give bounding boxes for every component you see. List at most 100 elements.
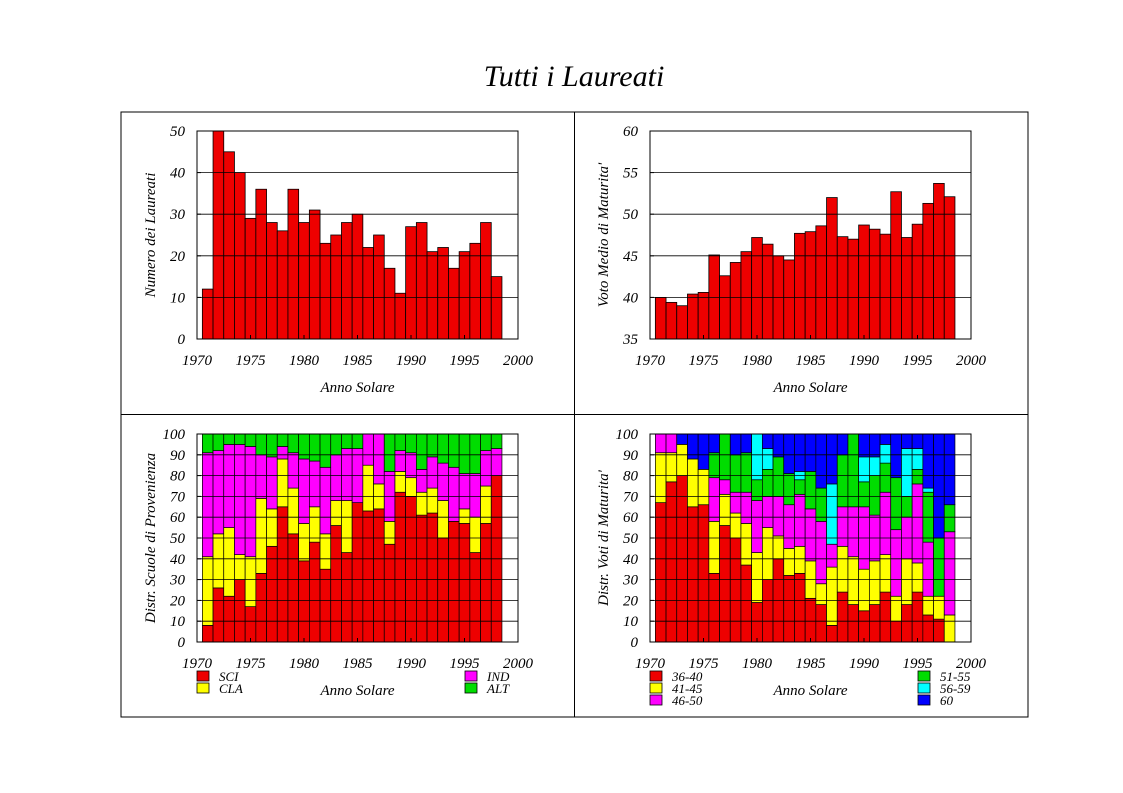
bar-segment-SCI-1981 [309,541,321,643]
chart-voti-maturita: 0 10 20 30 40 50 60 70 80 90 100 1970 1975 1980 1985 19… [596,427,987,708]
ytick-label-60: 60 [623,510,639,526]
bar-segment-46-50-1983 [783,504,795,549]
legend-swatch-36-40 [649,670,663,682]
bar-1981 [761,243,774,340]
ytick-label-50: 50 [623,207,639,223]
bar-1975 [697,292,710,340]
bar-segment-36-40-1979 [740,564,753,643]
bar-segment-41-45-1998 [943,614,956,643]
xtick-label-1995: 1995 [450,353,481,369]
bar-segment-CLA-1974 [234,554,246,580]
bar-segment-CLA-1984 [341,500,353,553]
bar-segment-ALT-1977 [266,433,278,458]
bar-segment-60-1987 [826,433,838,485]
bar-1995 [911,223,924,340]
xtick-label-1985: 1985 [796,353,827,369]
bar-segment-IND-1984 [341,448,353,501]
xtick-label-1990: 1990 [849,656,880,672]
bar-segment-36-40-1990 [858,610,870,643]
xtick-label-1995: 1995 [450,656,481,672]
bar-segment-56-59-1996 [922,487,934,493]
xtick-label-1985: 1985 [343,353,374,369]
bar-1980 [751,237,763,340]
legend-swatch-51-55 [917,670,931,682]
bar-segment-ALT-1971 [202,433,214,454]
ytick-label-20: 20 [170,249,186,265]
bar-segment-51-55-1993 [890,477,902,531]
bar-segment-CLA-1982 [319,533,332,570]
xtick-label-1980: 1980 [289,656,320,672]
bar-segment-SCI-1984 [341,552,353,643]
ytick-label-0: 0 [178,635,186,651]
ytick-label-50: 50 [170,124,186,140]
ytick-label-100: 100 [616,427,639,443]
bar-segment-46-50-1988 [836,506,849,547]
bar-segment-IND-1981 [309,460,321,508]
ytick-label-40: 40 [170,552,186,568]
bar-segment-46-50-1989 [847,506,860,558]
bar-segment-41-45-1983 [783,548,795,576]
xtick-label-1990: 1990 [849,353,880,369]
bar-segment-56-59-1990 [858,456,870,483]
bar-segment-SCI-1979 [287,533,300,643]
bar-segment-41-45-1976 [708,521,720,574]
bar-segment-51-55-1983 [783,473,795,506]
bar-segment-CLA-1993 [437,500,449,539]
bar-segment-ALT-1973 [223,433,235,445]
ytick-label-10: 10 [170,290,186,306]
ytick-label-70: 70 [623,489,639,505]
bar-segment-SCI-1974 [234,579,246,643]
bar-segment-46-50-1982 [772,496,785,537]
bar-segment-ALT-1989 [394,433,407,451]
bar-segment-CLA-1997 [480,485,492,524]
bar-segment-60-1994 [901,433,913,449]
chart-laureati: 0 10 20 30 40 50 1970 1975 1980 1985 1990 1995 2000 A… [143,124,534,396]
bar-segment-41-45-1995 [911,562,924,593]
bar-segment-60-1991 [868,433,881,458]
bar-1996 [922,202,934,340]
ytick-label-30: 30 [169,573,186,589]
bar-segment-SCI-1972 [212,587,225,643]
bar-segment-ALT-1972 [212,433,225,451]
bar-segment-41-45-1996 [922,595,934,616]
ytick-label-0: 0 [631,635,639,651]
bar-segment-IND-1998 [490,448,503,476]
bar-segment-CLA-1986 [362,464,374,512]
bar-segment-41-45-1993 [890,595,902,622]
bar-segment-CLA-1991 [416,491,428,516]
bar-segment-60-1976 [708,433,720,454]
bar-segment-41-45-1981 [761,527,774,580]
legend-swatch-56-59 [917,682,931,694]
bar-segment-ALT-1995 [458,433,471,474]
bar-segment-ALT-1981 [309,433,321,462]
bar-segment-ALT-1988 [383,433,396,472]
bar-segment-46-50-1987 [826,543,838,568]
bar-segment-CLA-1980 [298,523,310,562]
bar-segment-41-45-1977 [719,493,731,526]
legend-swatch-SCI [196,670,210,682]
xtick-label-2000: 2000 [503,353,534,369]
bar-segment-36-40-1980 [751,602,763,643]
bar-segment-SCI-1975 [244,606,257,643]
bar-segment-41-45-1971 [654,452,667,503]
bar-segment-SCI-1976 [255,573,267,643]
legend-label-ALT: ALT [486,681,510,696]
bar-segment-41-45-1991 [868,560,881,605]
xtick-label-1985: 1985 [343,656,374,672]
xtick-label-1980: 1980 [742,353,773,369]
bar-segment-41-45-1989 [847,556,860,605]
bar-segment-60-1984 [794,433,806,472]
bar-segment-41-45-1992 [879,554,892,593]
bar-segment-36-40-1974 [687,506,699,643]
bar-segment-ALT-1974 [234,433,246,445]
bar-segment-IND-1977 [266,456,278,510]
bar-1988 [383,267,396,340]
bar-segment-SCI-1983 [330,525,342,643]
bar-segment-CLA-1976 [255,498,267,574]
bar-segment-56-59-1980 [751,433,763,481]
y-axis-label: Voto Medio di Maturita' [596,162,612,307]
bar-segment-36-40-1988 [836,591,849,643]
bar-1998 [490,276,503,340]
bar-1972 [665,301,678,340]
ytick-label-35: 35 [622,332,639,348]
